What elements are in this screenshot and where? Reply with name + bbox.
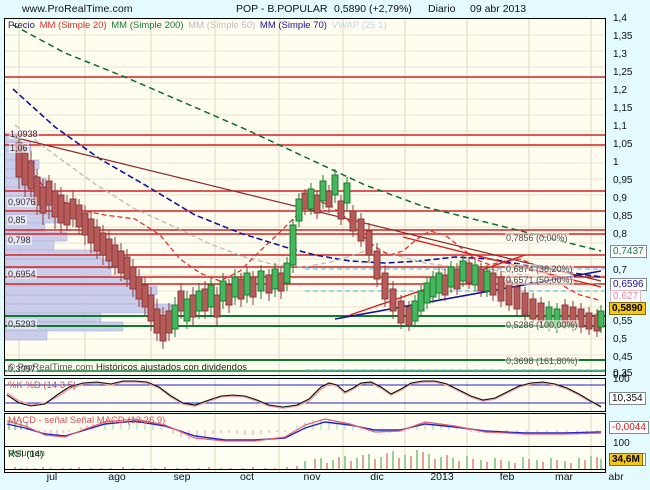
fib-label-1618: 0,3698 (161,80%) <box>505 356 579 366</box>
stochastic-label: %K %D (14 3 5) <box>8 380 77 391</box>
axis-tick: 1,15 <box>613 103 633 114</box>
mm50-line <box>14 124 602 286</box>
level-label-7: 0,5293 <box>7 319 37 329</box>
axis-marker-pink: 0,627 <box>610 290 642 303</box>
footnote-text: Históricos ajustados con dividendos <box>95 362 247 373</box>
footnote-copyright: © ProRealTime.com <box>8 362 94 373</box>
axis-tick: 0,7 <box>613 265 627 276</box>
level-label-6: 0,6954 <box>7 269 37 279</box>
x-label: mar <box>554 471 574 483</box>
price-axis[interactable]: 1,4 1,35 1,3 1,25 1,2 1,15 1,1 1,05 1 0,… <box>607 13 650 381</box>
x-label: ago <box>108 471 126 483</box>
x-label: dic <box>370 471 384 483</box>
x-label: oct <box>239 471 255 483</box>
legend-mm70: MM (Simple 70) <box>259 20 327 31</box>
legend-precio: Precio <box>8 20 35 31</box>
axis-tick: 0,5 <box>613 334 627 345</box>
axis-tick: 0,85 <box>613 211 633 222</box>
level-label-8: 0,3997 <box>7 364 37 374</box>
axis-tick: 0,4 <box>613 370 627 381</box>
stochastic-panel[interactable]: %K %D (14 3 5) <box>4 378 606 412</box>
fib-label-382: 0,6874 (38,20%) <box>505 264 574 274</box>
axis-tick: 1,1 <box>613 121 627 132</box>
axis-tick: 0,8 <box>613 229 627 240</box>
axis-tick: 0,55 <box>613 316 633 327</box>
stochastic-value: 10,354 <box>609 392 646 405</box>
instrument-symbol: POP - B.POPULAR <box>236 3 328 15</box>
main-price-panel[interactable]: Precio MM (Simple 20) MM (Simple 200) MM… <box>4 18 606 376</box>
stochastic-axis: 100 10,354 <box>607 374 650 412</box>
x-label: 2013 <box>430 471 454 483</box>
stochastic-legend: %K %D (14 3 5) <box>8 380 78 391</box>
rsi-legend: RSI (14) <box>8 449 45 460</box>
chart-legend: Precio MM (Simple 20) MM (Simple 200) MM… <box>8 20 389 31</box>
axis-tick: 0,45 <box>613 352 633 363</box>
rsi-label: RSI (14) <box>8 449 44 460</box>
timeframe-label: Diario <box>428 3 456 15</box>
macd-axis: -0,0044 <box>607 413 650 447</box>
legend-mm200: MM (Simple 200) <box>111 20 184 31</box>
x-label: jul <box>46 471 58 483</box>
legend-mm50: MM (Simple 50) <box>188 20 256 31</box>
level-label-1: 1,0938 <box>9 129 39 139</box>
mm200-line <box>12 24 602 252</box>
axis-marker-last: 0,5890 <box>609 302 646 315</box>
fib-label-50: 0,6571 (50,00%) <box>505 275 574 285</box>
macd-legend: MACD - señal Señal MACD (12 26 9) <box>8 415 167 426</box>
x-label: nov <box>303 471 321 483</box>
axis-tick: 1,4 <box>613 13 627 24</box>
volume-plot <box>5 447 605 469</box>
macd-label: MACD - señal Señal MACD (12 26 9) <box>8 415 166 426</box>
axis-tick: 1,05 <box>613 139 633 150</box>
axis-marker-green: 0,7437 <box>610 245 647 258</box>
x-label: feb <box>499 471 515 483</box>
axis-tick: 1,25 <box>613 67 633 78</box>
macd-svg <box>5 414 605 446</box>
axis-tick: 1 <box>613 157 619 168</box>
axis-tick: 1,3 <box>613 49 627 60</box>
volume-legend: Volumen <box>8 448 47 459</box>
macd-panel[interactable]: MACD - señal Señal MACD (12 26 9) <box>4 413 606 447</box>
level-label-3: 0,9076 <box>7 197 37 207</box>
instrument-price: 0,5890 (+2,79%) <box>334 3 412 15</box>
axis-tick: 1,35 <box>613 31 633 42</box>
volume-value: 34,6M <box>609 453 643 466</box>
site-url: www.ProRealTime.com <box>22 3 133 15</box>
stochastic-top-value: 100 <box>613 374 630 385</box>
volume-label: Volumen <box>8 448 45 459</box>
axis-tick-035: 0,35 <box>613 368 633 379</box>
chart-date: 09 abr 2013 <box>470 3 527 15</box>
axis-tick: 0,9 <box>613 193 627 204</box>
x-label: sep <box>173 471 191 483</box>
rsi-top-value: 100 <box>613 438 630 449</box>
stochastic-plot <box>5 379 605 411</box>
candlesticks <box>15 137 605 349</box>
macd-value: -0,0044 <box>609 421 649 434</box>
axis-tick: 0,95 <box>613 175 633 186</box>
chart-header: www.ProRealTime.com POP - B.POPULAR 0,58… <box>0 0 650 18</box>
level-label-2: 1,06 <box>9 143 29 153</box>
x-label: abr <box>608 471 624 483</box>
volume-panel[interactable]: Volumen <box>4 446 606 470</box>
macd-plot <box>5 414 605 446</box>
legend-mm20: MM (Simple 20) <box>39 20 107 31</box>
volume-svg <box>5 447 605 469</box>
level-label-5: 0,798 <box>7 235 32 245</box>
time-axis: jul ago sep oct nov dic 2013 feb mar abr <box>4 470 624 488</box>
axis-tick: 1,2 <box>613 85 627 96</box>
fib-label-100: 0,5286 (100,00%) <box>505 320 579 330</box>
stochastic-svg <box>5 379 605 411</box>
level-label-4: 0,85 <box>7 215 27 225</box>
fib-label-0: 0,7856 (0,00%) <box>505 233 569 243</box>
mm70-line <box>12 88 602 278</box>
chart-footnote: © ProRealTime.com Históricos ajustados c… <box>8 362 247 373</box>
legend-vwap: VWAP (25 1) <box>331 20 387 31</box>
